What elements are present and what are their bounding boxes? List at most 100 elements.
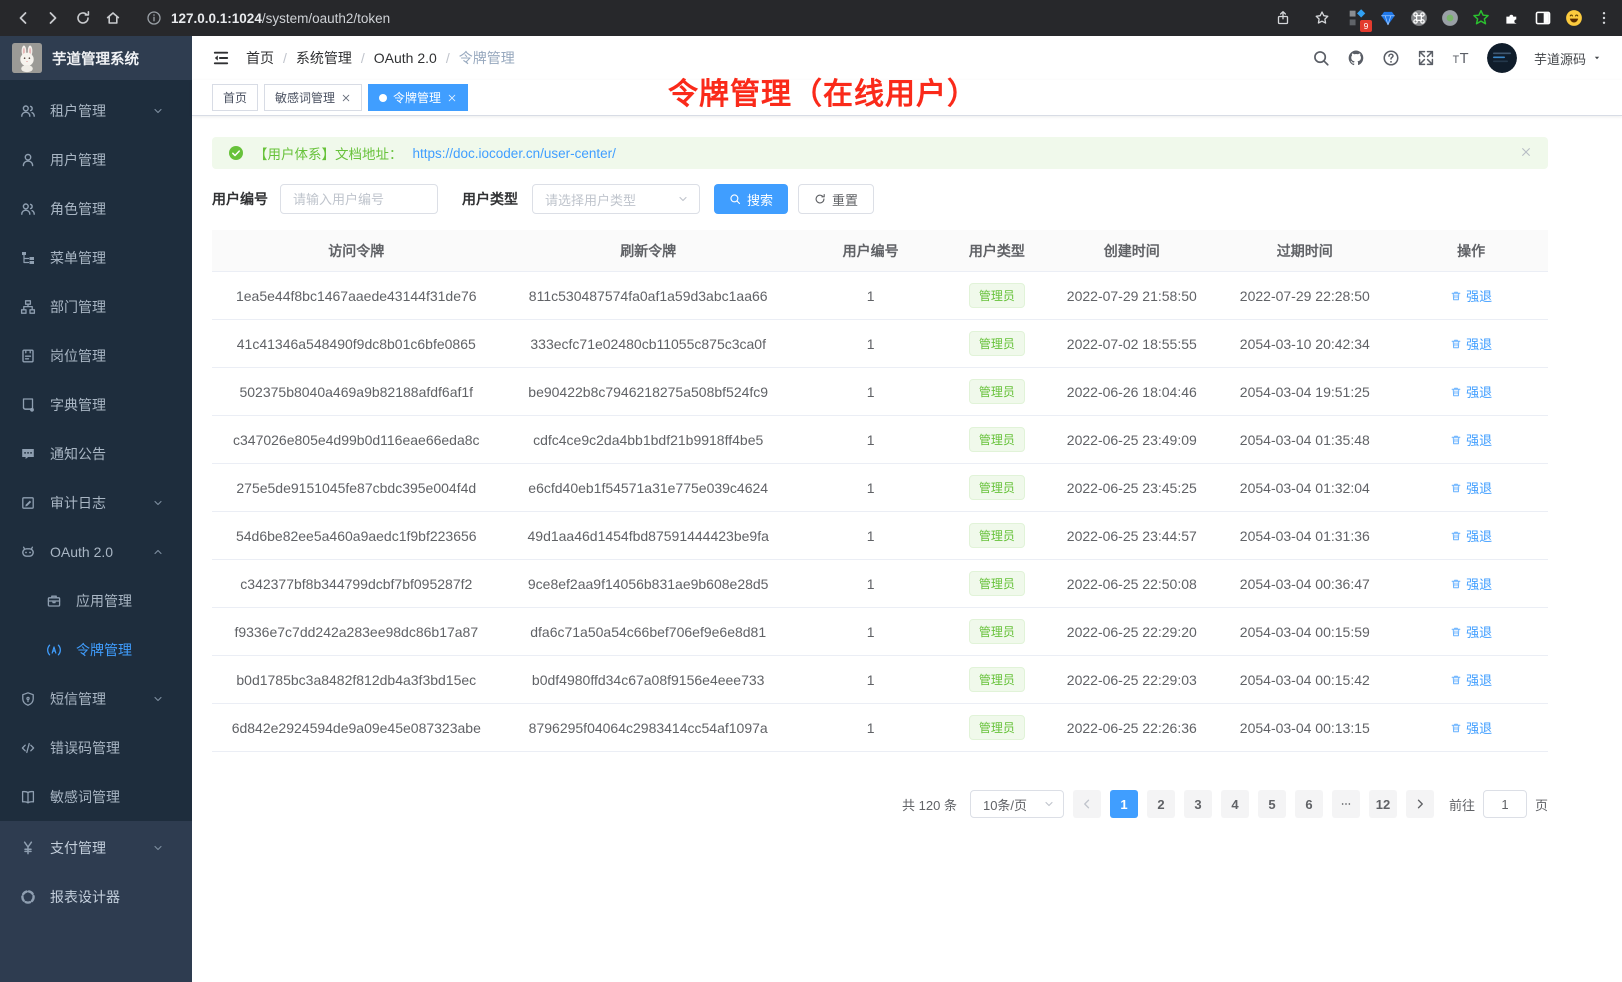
sidebar-item[interactable]: 部门管理: [0, 282, 192, 331]
gem-extension-icon[interactable]: [1379, 9, 1397, 27]
refresh-token-cell: e6cfd40eb1f54571a31e775e039c4624: [528, 479, 769, 496]
expire-time-cell: 2054-03-04 00:36:47: [1239, 575, 1370, 592]
goto-suffix: 页: [1534, 797, 1548, 813]
trash-icon: [1450, 674, 1462, 686]
puzzle-extension-icon[interactable]: [1503, 9, 1521, 27]
tab-active[interactable]: 令牌管理: [368, 84, 469, 111]
breadcrumb-item[interactable]: OAuth 2.0: [373, 50, 437, 66]
search-button[interactable]: 搜索: [714, 184, 789, 214]
access-token-cell: 502375b8040a469a9b82188afdf6af1f: [239, 383, 474, 400]
user-id-cell: 1: [866, 719, 875, 736]
breadcrumb-item[interactable]: 系统管理: [295, 50, 352, 66]
created-time-cell: 2022-06-25 23:49:09: [1066, 431, 1197, 448]
force-logout-button[interactable]: 强退: [1450, 670, 1492, 689]
force-logout-button[interactable]: 强退: [1450, 382, 1492, 401]
user-id-input[interactable]: [280, 184, 438, 214]
user-type-cell: 管理员: [945, 715, 1048, 740]
check-circle-icon: [228, 145, 244, 161]
sidebar-item[interactable]: 短信管理: [0, 674, 192, 723]
page-button[interactable]: 6: [1294, 790, 1323, 818]
prev-page-button[interactable]: [1072, 790, 1101, 818]
page-button[interactable]: 4: [1220, 790, 1249, 818]
sidebar-item[interactable]: 审计日志: [0, 478, 192, 527]
sidebar-item[interactable]: 错误码管理: [0, 723, 192, 772]
force-logout-label: 强退: [1466, 625, 1493, 640]
page-size-select[interactable]: 10条/页: [969, 790, 1064, 818]
share-button[interactable]: [1270, 5, 1296, 31]
sidebar-item[interactable]: 租户管理: [0, 86, 192, 135]
sidebar-item[interactable]: 令牌管理: [0, 625, 192, 674]
force-logout-button[interactable]: 强退: [1450, 718, 1492, 737]
sidebar-item[interactable]: 菜单管理: [0, 233, 192, 282]
record-extension-icon[interactable]: [1441, 9, 1459, 27]
sidebar-item[interactable]: OAuth 2.0: [0, 527, 192, 576]
sidebar-item[interactable]: 支付管理: [0, 823, 192, 872]
alert-close-button[interactable]: [1520, 146, 1532, 161]
force-logout-label: 强退: [1466, 337, 1493, 352]
reset-button[interactable]: 重置: [798, 184, 875, 214]
column-header: 过期时间: [1276, 242, 1333, 259]
sidebar-item[interactable]: 应用管理: [0, 576, 192, 625]
more-icon: [1340, 798, 1352, 810]
search-icon[interactable]: [1312, 49, 1330, 67]
app-logo[interactable]: 芋道管理系统: [0, 36, 192, 80]
sidebar-item[interactable]: 通知公告: [0, 429, 192, 478]
sidebar-item[interactable]: 报表设计器: [0, 872, 192, 921]
force-logout-button[interactable]: 强退: [1450, 430, 1492, 449]
user-type-select[interactable]: 请选择用户类型: [532, 184, 700, 214]
browser-home-button[interactable]: [100, 5, 126, 31]
browser-forward-button[interactable]: [40, 5, 66, 31]
browser-reload-button[interactable]: [70, 5, 96, 31]
force-logout-button[interactable]: 强退: [1450, 286, 1492, 305]
page-button[interactable]: 3: [1183, 790, 1212, 818]
page-button[interactable]: 12: [1368, 790, 1397, 818]
user-menu[interactable]: 芋道源码: [1534, 49, 1602, 68]
github-icon[interactable]: [1347, 49, 1365, 67]
tab-item[interactable]: 首页: [212, 84, 259, 111]
breadcrumb-item[interactable]: 首页: [246, 50, 274, 66]
close-icon[interactable]: [447, 93, 457, 103]
sidebar-collapse-button[interactable]: [212, 49, 230, 67]
user-avatar[interactable]: [1486, 43, 1517, 73]
sidebar-item[interactable]: 字典管理: [0, 380, 192, 429]
refresh-token-cell: 8796295f04064c2983414cc54af1097a: [528, 719, 768, 736]
extension-grid-button[interactable]: 9: [1348, 9, 1372, 32]
page-ellipsis-button[interactable]: [1331, 790, 1360, 818]
close-icon[interactable]: [341, 93, 351, 103]
browser-menu-icon[interactable]: [1596, 10, 1612, 26]
message-icon: [20, 446, 36, 462]
sidebar-item[interactable]: 用户管理: [0, 135, 192, 184]
alert-link[interactable]: https://doc.iocoder.cn/user-center/: [412, 145, 616, 161]
page-button[interactable]: 5: [1257, 790, 1286, 818]
sidebar-toggle-icon[interactable]: [1534, 9, 1552, 27]
bookmark-button[interactable]: [1309, 5, 1335, 31]
force-logout-button[interactable]: 强退: [1450, 526, 1492, 545]
profile-emoji-icon[interactable]: [1565, 9, 1583, 27]
force-logout-button[interactable]: 强退: [1450, 622, 1492, 641]
force-logout-button[interactable]: 强退: [1450, 334, 1492, 353]
help-icon[interactable]: [1382, 49, 1400, 67]
page-button[interactable]: 1: [1109, 790, 1138, 818]
command-extension-icon[interactable]: [1410, 9, 1428, 27]
address-bar[interactable]: 127.0.0.1:1024/system/oauth2/token: [132, 4, 1264, 32]
tab-item[interactable]: 敏感词管理: [264, 84, 363, 111]
shield-icon: [20, 691, 36, 707]
sidebar-item[interactable]: 敏感词管理: [0, 772, 192, 821]
next-page-button[interactable]: [1405, 790, 1434, 818]
force-logout-label: 强退: [1466, 433, 1493, 448]
page-button[interactable]: 2: [1146, 790, 1175, 818]
goto-page-input[interactable]: [1482, 790, 1527, 818]
green-star-extension-icon[interactable]: [1472, 9, 1490, 27]
force-logout-button[interactable]: 强退: [1450, 478, 1492, 497]
user-id-cell: 1: [866, 527, 875, 544]
app-title: 芋道管理系统: [52, 51, 139, 68]
browser-back-button[interactable]: [10, 5, 36, 31]
fullscreen-icon[interactable]: [1417, 49, 1435, 67]
sidebar-item[interactable]: 角色管理: [0, 184, 192, 233]
sidebar-item[interactable]: 岗位管理: [0, 331, 192, 380]
user-type-placeholder: 请选择用户类型: [545, 192, 637, 208]
force-logout-button[interactable]: 强退: [1450, 574, 1492, 593]
sidebar-item-label: OAuth 2.0: [50, 543, 114, 560]
